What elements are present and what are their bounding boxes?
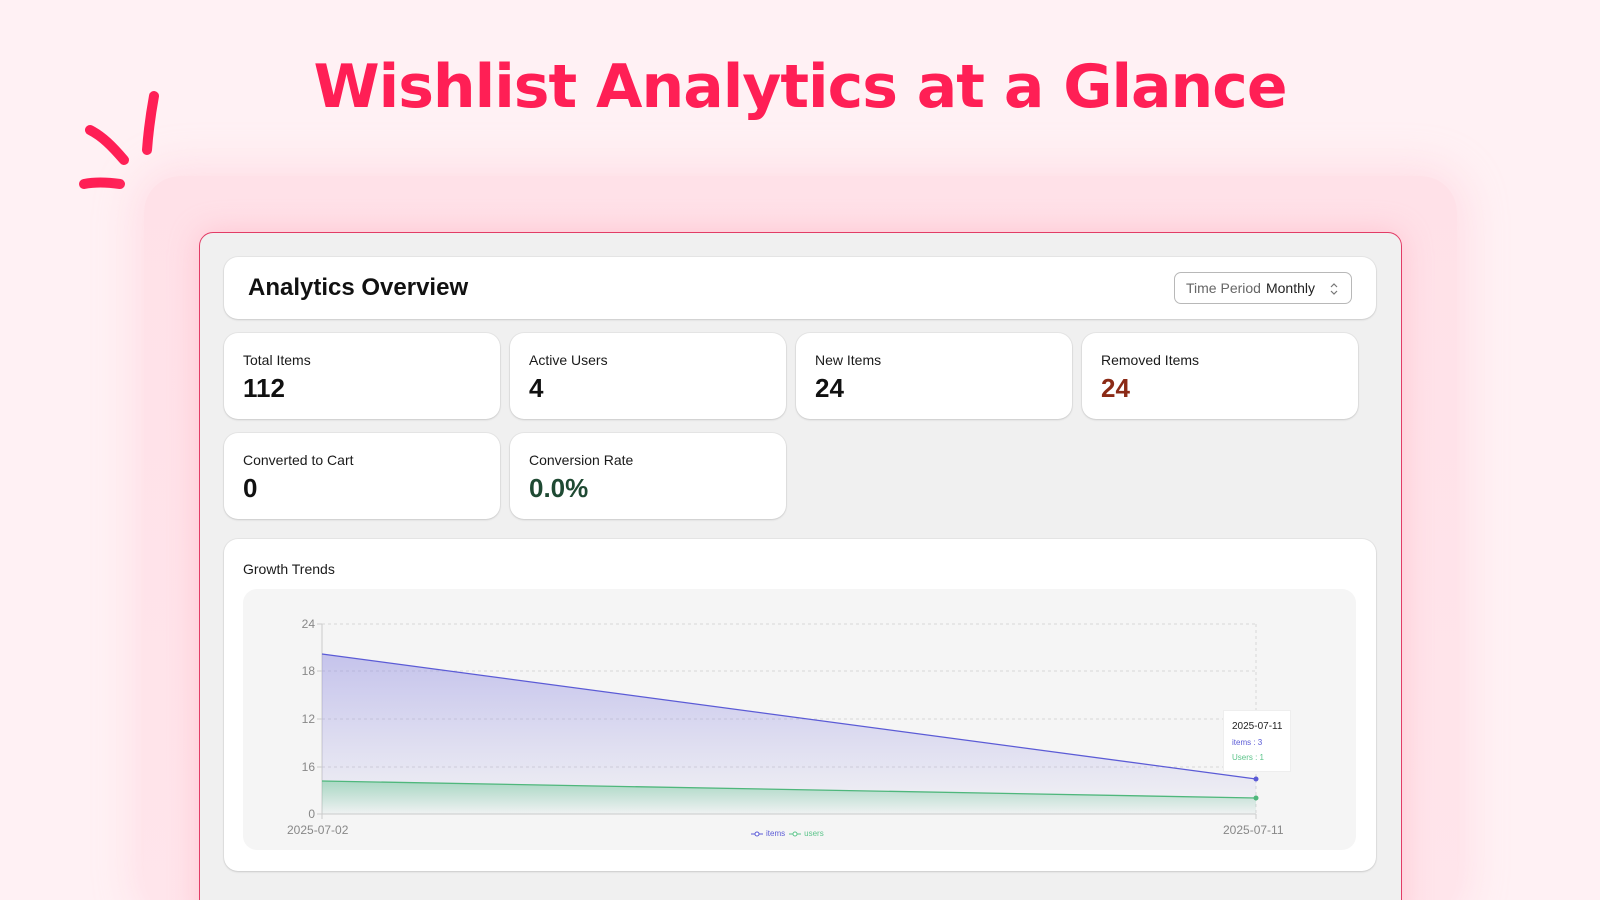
y-tick: 18 [301, 664, 315, 678]
growth-chart[interactable]: 24 18 12 16 0 2025-07-02 2025-07-11 item… [243, 589, 1356, 850]
y-tick: 24 [301, 617, 315, 631]
stat-value: 112 [243, 373, 285, 403]
dashboard-frame: Analytics Overview Time Period Monthly T… [199, 232, 1402, 900]
chart-tooltip: 2025-07-11 items : 3 Users : 1 [1223, 710, 1291, 772]
time-period-value: Monthly [1265, 280, 1315, 296]
stat-card-converted-to-cart: Converted to Cart 0 [224, 433, 500, 519]
stat-label: Conversion Rate [529, 452, 634, 468]
page-title: Analytics Overview [248, 274, 469, 301]
y-tick: 12 [301, 712, 315, 726]
legend-line-icon [751, 831, 763, 836]
x-tick: 2025-07-11 [1223, 823, 1284, 837]
tooltip-users: Users : 1 [1232, 753, 1265, 762]
tooltip-date: 2025-07-11 [1232, 721, 1283, 732]
stat-label: Active Users [529, 352, 608, 368]
stat-card-active-users: Active Users 4 [510, 333, 786, 419]
stat-card-conversion-rate: Conversion Rate 0.0% [510, 433, 786, 519]
stat-value: 4 [529, 373, 544, 403]
stat-value: 0 [243, 473, 258, 503]
chevron-up-down-icon [1330, 283, 1338, 295]
time-period-select[interactable]: Time Period Monthly [1174, 272, 1352, 304]
stat-card-removed-items: Removed Items 24 [1082, 333, 1358, 419]
stat-label: Removed Items [1101, 352, 1200, 368]
stat-card-total-items: Total Items 112 [224, 333, 500, 419]
y-tick: 0 [308, 807, 315, 821]
tooltip-items: items : 3 [1232, 738, 1263, 747]
legend-line-icon [789, 831, 802, 836]
stat-label: Converted to Cart [243, 452, 354, 468]
stat-value: 0.0% [529, 473, 589, 503]
hero-title: Wishlist Analytics at a Glance [313, 52, 1287, 122]
sparkle-icon [79, 91, 159, 189]
stat-card-new-items: New Items 24 [796, 333, 1072, 419]
stat-value: 24 [815, 373, 844, 403]
legend-label: items [766, 829, 786, 838]
x-tick: 2025-07-02 [287, 823, 349, 837]
legend-users[interactable]: users [789, 829, 824, 838]
time-period-label: Time Period [1186, 280, 1261, 296]
growth-trends-card: Growth Trends [224, 539, 1376, 871]
growth-trends-title: Growth Trends [243, 561, 335, 577]
y-tick: 16 [301, 760, 315, 774]
legend-label: users [804, 829, 824, 838]
chart-legend: items users [751, 829, 824, 838]
stat-label: New Items [815, 352, 882, 368]
stat-value: 24 [1101, 373, 1130, 403]
legend-items[interactable]: items [751, 829, 785, 838]
stat-label: Total Items [243, 352, 311, 368]
header-card: Analytics Overview Time Period Monthly [224, 257, 1376, 319]
chart-plot [317, 623, 1259, 819]
